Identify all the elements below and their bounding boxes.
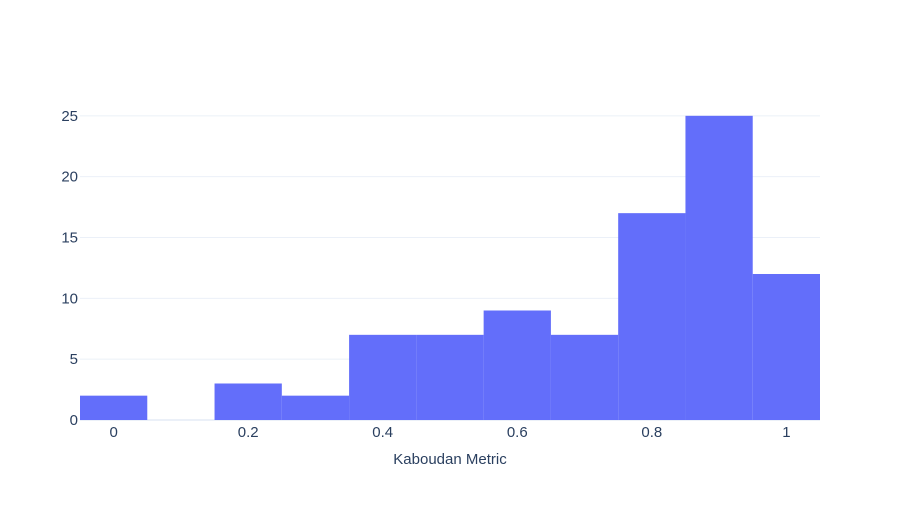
histogram-bar[interactable]	[416, 334, 484, 420]
histogram-bar[interactable]	[550, 334, 619, 420]
histogram-bar[interactable]	[483, 310, 551, 420]
bars-layer	[80, 115, 820, 420]
histogram-bar[interactable]	[281, 395, 350, 420]
y-tick-label: 15	[61, 229, 78, 246]
x-axis-title: Kaboudan Metric	[393, 451, 507, 468]
histogram-bar[interactable]	[80, 395, 148, 420]
y-tick-label: 20	[61, 169, 78, 186]
histogram-bar[interactable]	[214, 383, 282, 420]
histogram-bar[interactable]	[618, 213, 686, 420]
x-tick-label: 0.6	[507, 424, 528, 441]
histogram-bar[interactable]	[752, 273, 820, 420]
y-tick-label: 0	[70, 412, 78, 429]
y-tick-label: 25	[61, 108, 78, 125]
x-tick-label: 1	[782, 424, 790, 441]
x-tick-label: 0.2	[238, 424, 259, 441]
x-axis-ticks: 0 0.2 0.4 0.6 0.8 1	[109, 424, 790, 441]
x-tick-label: 0.4	[372, 424, 393, 441]
y-tick-label: 5	[70, 351, 78, 368]
x-tick-label: 0	[109, 424, 117, 441]
x-tick-label: 0.8	[641, 424, 662, 441]
y-tick-label: 10	[61, 290, 78, 307]
y-axis-ticks: 0 5 10 15 20 25	[61, 108, 78, 429]
histogram-bar[interactable]	[349, 334, 417, 420]
histogram-bar[interactable]	[685, 115, 753, 420]
